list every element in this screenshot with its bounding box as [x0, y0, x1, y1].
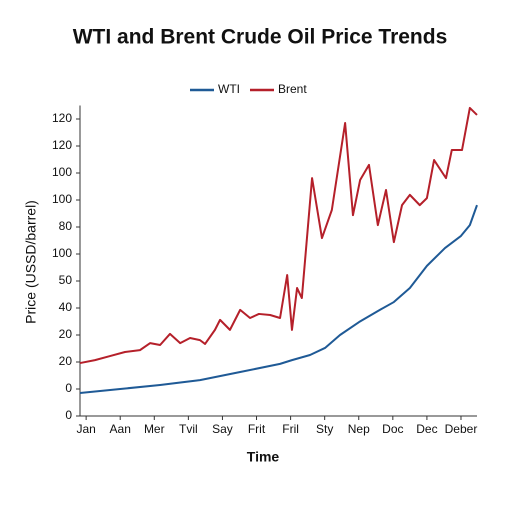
x-tick-label: Frit [248, 422, 266, 436]
y-tick-label: 20 [59, 327, 73, 341]
y-tick-label: 0 [65, 408, 72, 422]
legend-label: WTI [218, 82, 240, 96]
y-tick-label: 40 [59, 300, 73, 314]
y-tick-label: 100 [52, 192, 72, 206]
x-tick-label: Dec [416, 422, 437, 436]
line-series [79, 204, 478, 395]
x-tick-label: Sty [316, 422, 333, 436]
legend-label: Brent [278, 82, 307, 96]
y-tick-label: 120 [52, 111, 72, 125]
x-tick-label: Jan [76, 422, 95, 436]
y-tick-label: 120 [52, 138, 72, 152]
x-tick-label: Tvil [179, 422, 198, 436]
x-tick-label: Mer [144, 422, 165, 436]
y-tick-label: 0 [65, 381, 72, 395]
x-tick-label: Nep [348, 422, 370, 436]
y-tick-label: 20 [59, 354, 73, 368]
y-axis-label: Price (USSD/barrel) [23, 200, 39, 324]
x-tick-label: Say [212, 422, 233, 436]
x-tick-label: Doc [382, 422, 403, 436]
chart-title: WTI and Brent Crude Oil Price Trends [73, 26, 448, 49]
x-tick-label: Deber [445, 422, 478, 436]
line-series [79, 106, 478, 365]
x-tick-label: Fril [282, 422, 299, 436]
x-tick-label: Aan [110, 422, 131, 436]
y-tick-label: 100 [52, 165, 72, 179]
y-tick-label: 80 [59, 219, 73, 233]
x-axis-label: Time [247, 449, 280, 465]
y-tick-label: 50 [59, 273, 73, 287]
y-tick-label: 100 [52, 246, 72, 260]
